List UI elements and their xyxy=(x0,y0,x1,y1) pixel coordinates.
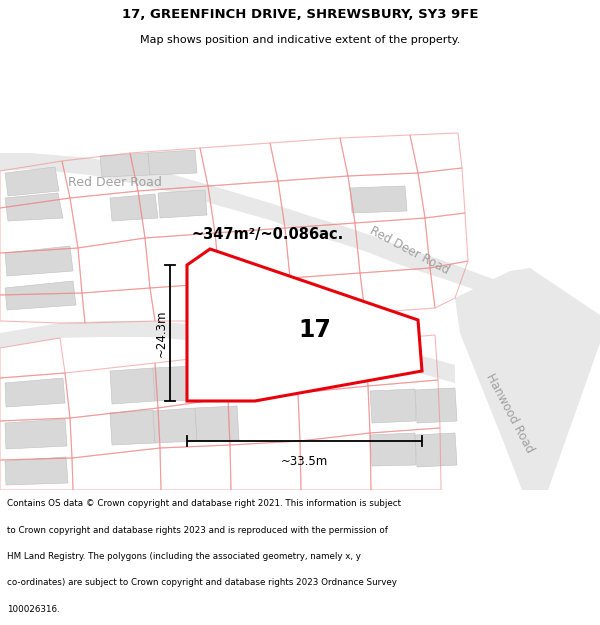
Polygon shape xyxy=(158,190,207,218)
Polygon shape xyxy=(60,321,455,383)
Polygon shape xyxy=(148,150,197,175)
Polygon shape xyxy=(0,323,60,348)
Polygon shape xyxy=(370,389,416,423)
Polygon shape xyxy=(110,194,158,221)
Text: 17, GREENFINCH DRIVE, SHREWSBURY, SY3 9FE: 17, GREENFINCH DRIVE, SHREWSBURY, SY3 9F… xyxy=(122,8,478,21)
Polygon shape xyxy=(5,419,67,449)
Polygon shape xyxy=(153,366,197,401)
Polygon shape xyxy=(5,193,63,221)
Text: ~33.5m: ~33.5m xyxy=(281,455,328,468)
Polygon shape xyxy=(0,153,600,333)
Polygon shape xyxy=(5,246,73,276)
Polygon shape xyxy=(455,268,600,490)
Text: ~24.3m: ~24.3m xyxy=(155,309,167,357)
Polygon shape xyxy=(195,406,239,441)
Polygon shape xyxy=(5,167,59,196)
Text: Map shows position and indicative extent of the property.: Map shows position and indicative extent… xyxy=(140,35,460,45)
Polygon shape xyxy=(415,433,457,467)
Text: co-ordinates) are subject to Crown copyright and database rights 2023 Ordnance S: co-ordinates) are subject to Crown copyr… xyxy=(7,578,397,587)
Polygon shape xyxy=(350,186,407,213)
Text: Hanwood Road: Hanwood Road xyxy=(484,371,536,455)
Polygon shape xyxy=(110,368,155,404)
Polygon shape xyxy=(100,153,150,177)
Polygon shape xyxy=(370,433,416,466)
Text: Red Deer Road: Red Deer Road xyxy=(368,224,452,278)
Polygon shape xyxy=(153,408,197,443)
Polygon shape xyxy=(5,378,65,407)
Text: Contains OS data © Crown copyright and database right 2021. This information is : Contains OS data © Crown copyright and d… xyxy=(7,499,401,509)
Text: Red Deer Road: Red Deer Road xyxy=(68,176,162,189)
Polygon shape xyxy=(5,457,68,485)
Text: 100026316.: 100026316. xyxy=(7,605,60,614)
Polygon shape xyxy=(187,249,422,401)
Polygon shape xyxy=(5,281,76,310)
Text: ~347m²/~0.086ac.: ~347m²/~0.086ac. xyxy=(192,228,344,242)
Text: to Crown copyright and database rights 2023 and is reproduced with the permissio: to Crown copyright and database rights 2… xyxy=(7,526,388,535)
Text: 17: 17 xyxy=(299,318,331,342)
Polygon shape xyxy=(110,410,155,445)
Polygon shape xyxy=(415,388,457,423)
Polygon shape xyxy=(195,366,239,401)
Text: HM Land Registry. The polygons (including the associated geometry, namely x, y: HM Land Registry. The polygons (includin… xyxy=(7,552,361,561)
